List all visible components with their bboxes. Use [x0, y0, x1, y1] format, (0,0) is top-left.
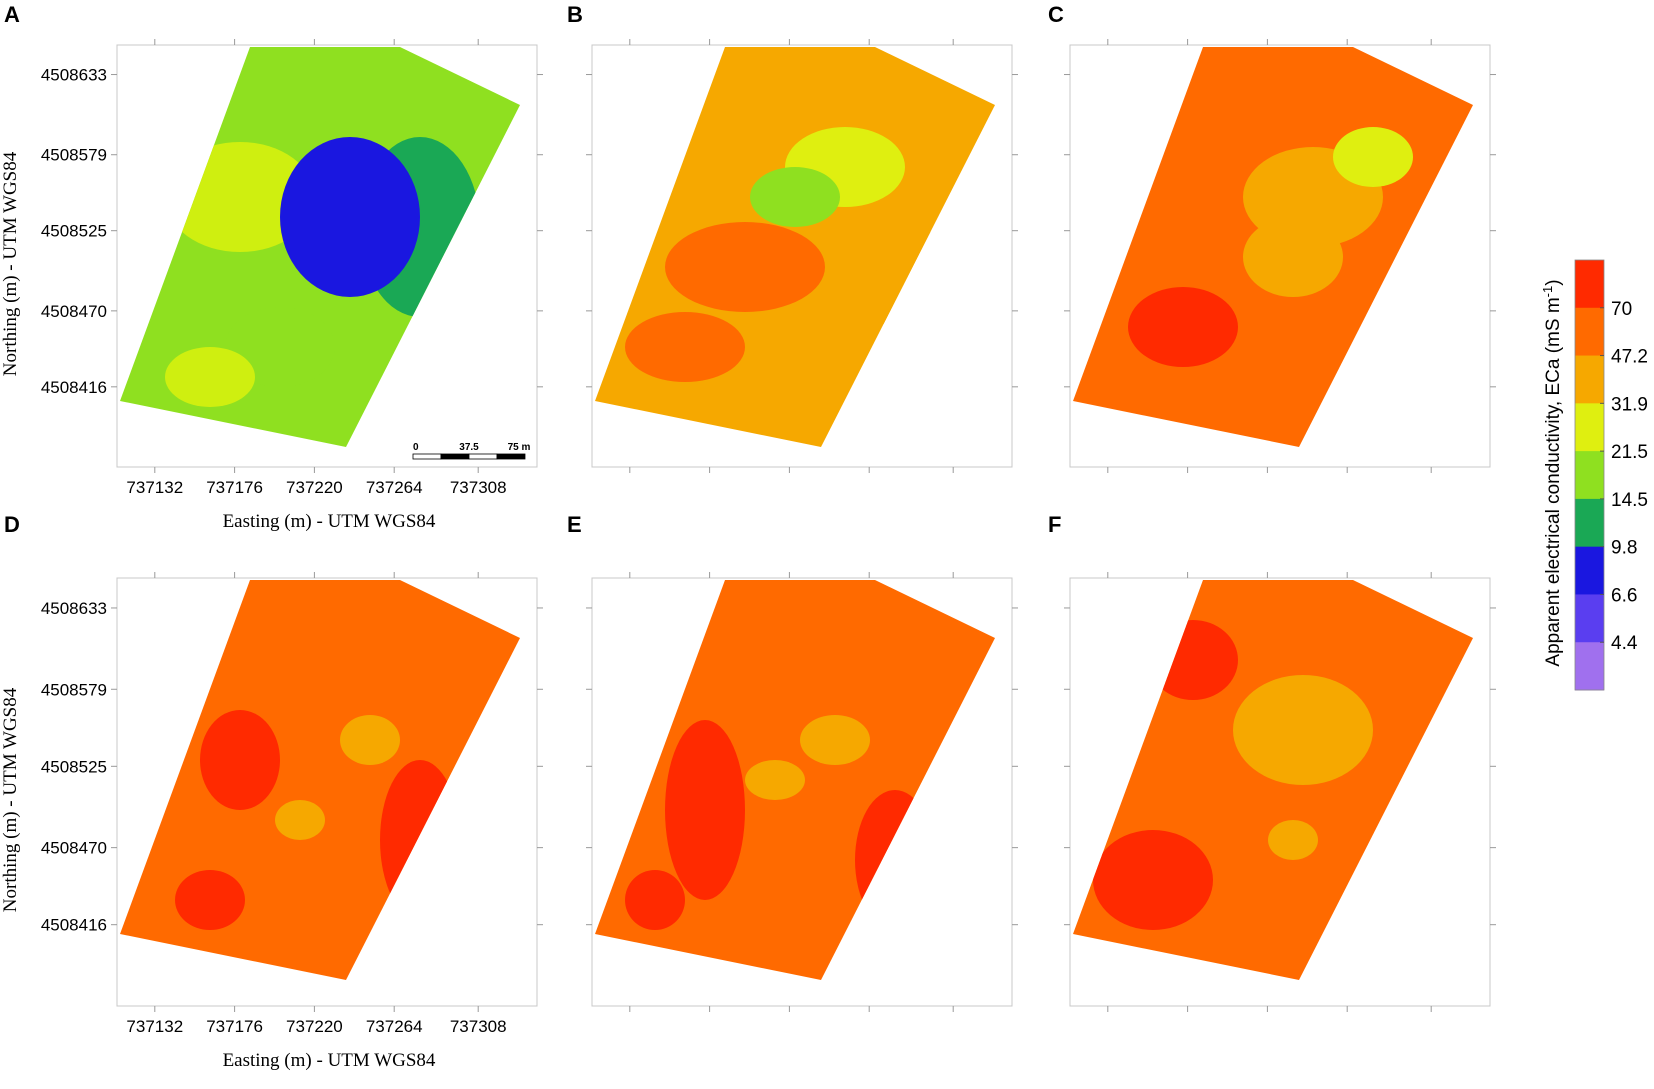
- eca-zone: [280, 137, 420, 297]
- legend-tick-label: 31.9: [1611, 394, 1648, 415]
- panel-label: A: [4, 2, 20, 27]
- legend-color-swatch: [1575, 594, 1604, 643]
- northing-axis-label: Northing (m) - UTM WGS84: [0, 151, 21, 376]
- eca-zone: [800, 715, 870, 765]
- map-panel-f: F: [1048, 512, 1496, 1012]
- legend-color-swatch: [1575, 546, 1604, 595]
- eca-zone: [1243, 217, 1343, 297]
- eca-zone: [225, 307, 335, 387]
- eca-zone: [625, 312, 745, 382]
- northing-tick-label: 4508416: [41, 916, 107, 935]
- scale-bar-label: 37.5: [459, 442, 479, 453]
- scale-bar-label: 75 m: [508, 442, 531, 453]
- legend-color-swatch: [1575, 403, 1604, 452]
- legend: 70 47.2 31.9 21.5 14.5 9.8 6.6 4.4 Apparent elec…: [1540, 259, 1648, 691]
- map-panel-a: A 4508633 4508579 4508525 4508470 4508416 7371…: [0, 2, 543, 532]
- scale-bar-label: 0: [413, 442, 419, 453]
- scale-bar-segment: [496, 453, 526, 460]
- scale-bar-segment: [412, 453, 442, 460]
- northing-tick-label: 4508633: [41, 66, 107, 85]
- map-panel-c: C: [1048, 2, 1496, 473]
- legend-tick-label: 4.4: [1611, 633, 1638, 654]
- map-panels: A 4508633 4508579 4508525 4508470 4508416 7371…: [0, 2, 1496, 1071]
- northing-tick-label: 4508525: [41, 757, 107, 776]
- eca-zone: [275, 800, 325, 840]
- northing-tick-label: 4508579: [41, 680, 107, 699]
- legend-tick-label: 70: [1611, 299, 1632, 320]
- panel-label: D: [4, 512, 20, 537]
- legend-color-swatch: [1575, 498, 1604, 548]
- easting-tick-label: 737132: [126, 1017, 183, 1036]
- eca-zone: [1128, 287, 1238, 367]
- legend-title-sup: -1: [1540, 286, 1555, 298]
- northing-axis-label: Northing (m) - UTM WGS84: [0, 687, 21, 912]
- eca-zone: [1093, 830, 1213, 930]
- eca-zone: [340, 715, 400, 765]
- northing-tick-label: 4508470: [41, 302, 107, 321]
- scale-bar-segment: [440, 453, 470, 460]
- easting-tick-label: 737220: [286, 1017, 343, 1036]
- eca-zone: [175, 870, 245, 930]
- legend-color-swatch: [1575, 307, 1604, 357]
- legend-title-end: ): [1543, 279, 1564, 285]
- northing-tick-label: 4508579: [41, 146, 107, 165]
- eca-zone: [200, 710, 280, 810]
- easting-axis-label: Easting (m) - UTM WGS84: [223, 1050, 436, 1071]
- legend-title: Apparent electrical conductivity, ECa (m…: [1540, 279, 1564, 666]
- eca-zone: [1333, 127, 1413, 187]
- field-map: [120, 580, 520, 980]
- scale-bar-segment: [468, 453, 498, 460]
- easting-tick-label: 737220: [286, 478, 343, 497]
- legend-title-main: Apparent electrical conductivity, ECa (m…: [1543, 297, 1564, 666]
- eca-zone: [665, 720, 745, 900]
- panel-label: C: [1048, 2, 1064, 27]
- legend-frame: [1574, 259, 1605, 691]
- northing-tick-label: 4508633: [41, 599, 107, 618]
- legend-tick-label: 14.5: [1611, 490, 1648, 511]
- northing-tick-label: 4508470: [41, 839, 107, 858]
- easting-tick-label: 737176: [206, 478, 263, 497]
- legend-color-swatch: [1575, 260, 1604, 309]
- eca-zone: [1233, 675, 1373, 785]
- eca-zone: [750, 167, 840, 227]
- eca-zone: [165, 347, 255, 407]
- easting-tick-label: 737308: [450, 1017, 507, 1036]
- eca-zones: [1093, 620, 1433, 930]
- legend-color-swatch: [1575, 451, 1604, 500]
- panel-label: F: [1048, 512, 1061, 537]
- eca-zone: [665, 222, 825, 312]
- panel-label: E: [567, 512, 582, 537]
- eca-zone: [1268, 820, 1318, 860]
- map-panel-d: D 4508633 4508579 4508525 4508470 4508416 7371…: [0, 512, 543, 1071]
- easting-tick-label: 737308: [450, 478, 507, 497]
- easting-tick-label: 737264: [366, 478, 423, 497]
- easting-tick-label: 737176: [206, 1017, 263, 1036]
- easting-axis-label: Easting (m) - UTM WGS84: [223, 511, 436, 532]
- legend-color-swatch: [1575, 355, 1604, 404]
- legend-tick-label: 47.2: [1611, 347, 1648, 368]
- legend-color-swatch: [1575, 642, 1604, 691]
- northing-tick-label: 4508525: [41, 222, 107, 241]
- northing-tick-label: 4508416: [41, 378, 107, 397]
- field-map: [1073, 580, 1473, 980]
- eca-zones: [625, 127, 955, 382]
- eca-zone: [625, 870, 685, 930]
- legend-tick-label: 6.6: [1611, 585, 1637, 606]
- field-map: [595, 47, 995, 447]
- easting-tick-label: 737132: [126, 478, 183, 497]
- legend-tick-label: 9.8: [1611, 538, 1637, 559]
- panel-label: B: [567, 2, 583, 27]
- eca-zone: [745, 760, 805, 800]
- map-panel-e: E: [567, 512, 1018, 1012]
- scale-bar: 0 37.5 75 m: [412, 442, 531, 460]
- easting-tick-label: 737264: [366, 1017, 423, 1036]
- map-panel-b: B: [567, 2, 1018, 473]
- legend-tick-label: 21.5: [1611, 442, 1648, 463]
